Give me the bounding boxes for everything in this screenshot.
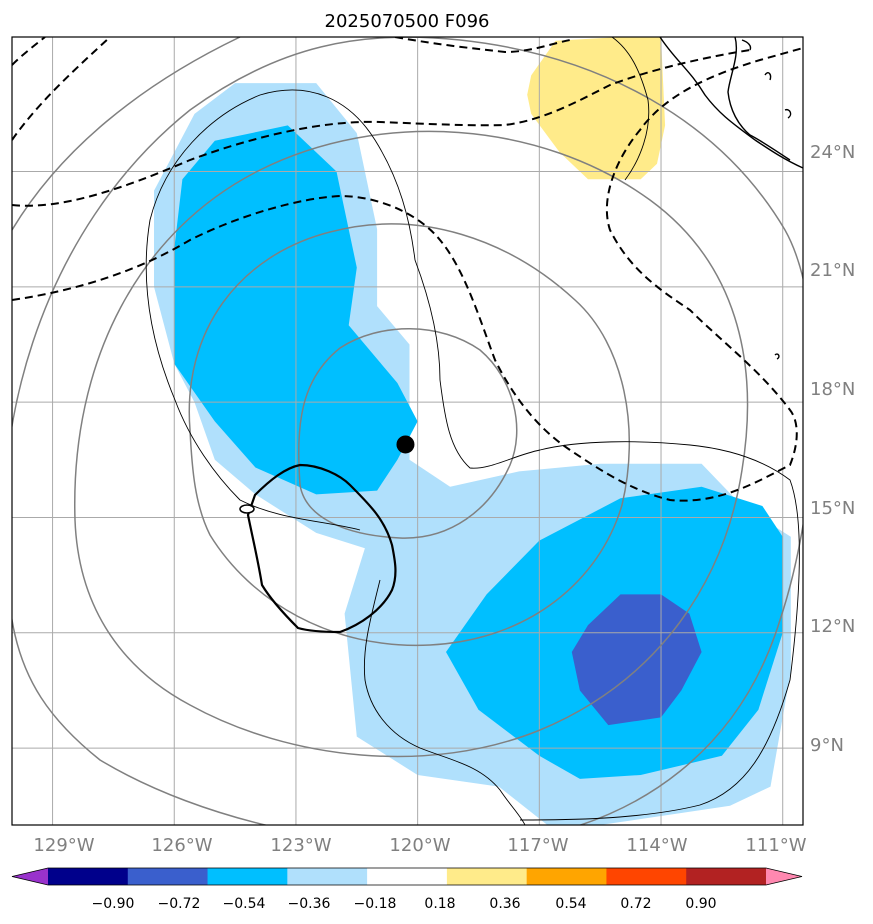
colorbar [11,867,803,886]
lat-tick-label: 15°N [810,498,855,519]
lon-tick-label: 120°W [389,835,450,856]
lat-tick-label: 9°N [810,735,844,756]
dashed-contour-4 [12,37,46,66]
colorbar-tick-labels: −0.90 −0.72 −0.54 −0.36 −0.18 0.18 0.36 … [92,896,717,912]
colorbar-tick-label: −0.90 [92,896,135,912]
colorbar-segment [446,868,528,885]
colorbar-tick-label: −0.54 [223,896,266,912]
colorbar-tick-label: −0.18 [354,896,397,912]
map-area [12,37,803,825]
colorbar-segment [287,868,368,885]
thin-contours [145,37,800,825]
coastline-gulf [741,39,752,51]
thin-contour-4 [611,37,650,181]
lon-tick-label: 117°W [507,835,568,856]
coastline-mainland [727,37,791,161]
dashed-contour-3 [12,37,111,141]
lon-tick-label: 123°W [270,835,331,856]
map-frame [11,36,804,826]
longitude-tick-labels: 129°W 126°W 123°W 120°W 117°W 114°W 111°… [33,835,806,856]
thin-contour-2 [174,399,361,531]
anomaly-region-4 [571,594,702,726]
lat-tick-label: 12°N [810,616,855,637]
coastline-islands [764,72,792,360]
lat-tick-label: 21°N [810,260,855,281]
small-island-outline [239,504,255,514]
colorbar-tick-label: 0.72 [620,896,651,912]
colorbar-segment [127,868,209,885]
contour-ring-1 [298,328,518,539]
dashed-contour-2 [12,49,751,207]
lon-tick-label: 126°W [151,835,212,856]
colorbar-outline [11,867,803,886]
lon-tick-label: 111°W [745,835,806,856]
dashed-contour-5 [394,37,571,54]
contour-ring-3 [74,130,749,758]
colorbar-segment [367,868,448,885]
colorbar-extend-high [766,868,802,885]
colorbar-tick-label: 0.18 [424,896,455,912]
lat-tick-label: 24°N [810,142,855,163]
lon-tick-label: 129°W [33,835,94,856]
lon-tick-label: 114°W [626,835,687,856]
colorbar-segment [48,868,129,885]
zero-contour [246,463,397,634]
thin-contour-1 [145,89,800,821]
colorbar-segment [686,868,767,885]
height-contours [12,37,803,825]
contour-arc-nw [12,37,241,231]
colorbar-tick-label: 0.90 [685,896,716,912]
colorbar-segment [526,868,607,885]
colorbar-extend-low [12,868,48,885]
colorbar-tick-label: −0.72 [158,896,201,912]
figure-title: 2025070500 F096 [325,11,490,32]
thin-contour-3 [363,579,526,825]
colorbar-tick-label: 0.36 [489,896,520,912]
storm-center-marker [396,435,415,454]
latitude-tick-labels: 24°N 21°N 18°N 15°N 12°N 9°N [810,142,855,756]
coastline [659,37,803,360]
coastline-baja [659,37,803,169]
colorbar-tick-label: 0.54 [555,896,586,912]
dashed-contours [12,37,803,502]
contour-ring-4 [12,37,803,825]
contour-ring-2 [188,223,631,647]
colorbar-segment [606,868,687,885]
dashed-contour-1 [12,47,803,502]
lat-tick-label: 18°N [810,379,855,400]
colorbar-segment [207,868,288,885]
colorbar-tick-label: −0.36 [288,896,331,912]
